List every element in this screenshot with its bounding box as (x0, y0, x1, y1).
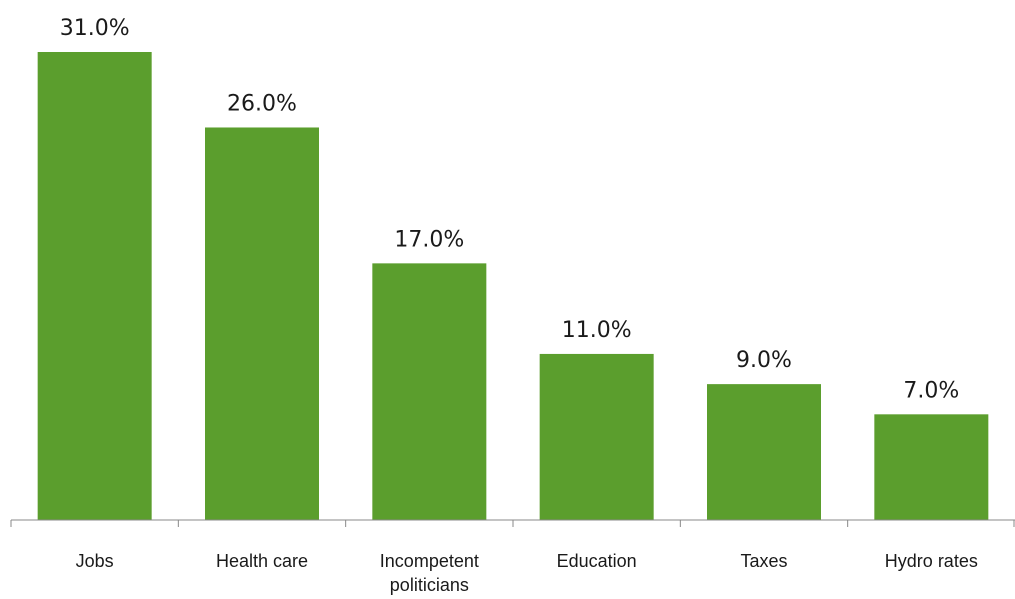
tick-label-5: Hydro rates (885, 551, 978, 571)
tick-label-2: Incompetent politicians (380, 551, 479, 595)
bars-layer (37, 52, 989, 520)
tick-label-1: Health care (216, 551, 308, 571)
labels-layer: 31.0% Jobs 26.0% Health care 17.0% Incompeten… (60, 16, 978, 595)
data-label-0: 31.0% (60, 16, 130, 41)
data-label-4: 9.0% (736, 348, 792, 373)
bar-4 (707, 384, 821, 520)
bar-1 (205, 127, 319, 520)
tick-label-3: Education (557, 551, 637, 571)
tick-label-0: Jobs (76, 551, 114, 571)
data-label-1: 26.0% (227, 91, 297, 116)
bar-0 (37, 52, 152, 520)
data-label-5: 7.0% (903, 378, 959, 403)
bar-5 (874, 414, 989, 520)
data-label-2: 17.0% (394, 227, 464, 252)
bar-2 (372, 263, 487, 520)
x-axis (10, 519, 1015, 527)
data-label-3: 11.0% (562, 318, 632, 343)
bar-3 (539, 353, 654, 520)
tick-label-4: Taxes (740, 551, 787, 571)
